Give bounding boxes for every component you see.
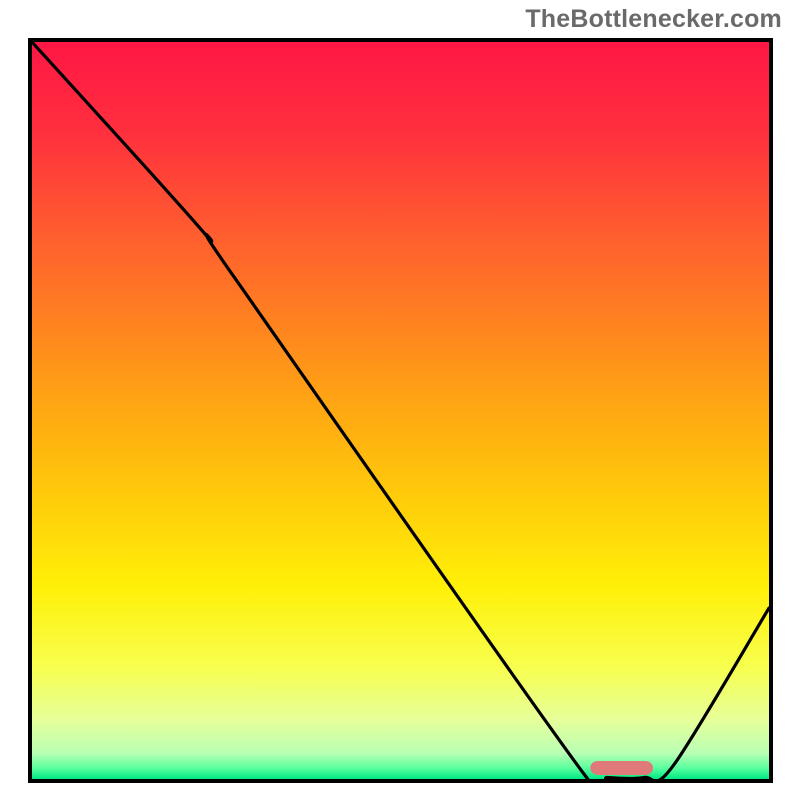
optimal-marker: [590, 761, 653, 775]
plot-area: [28, 38, 773, 783]
watermark-text: TheBottlenecker.com: [525, 5, 782, 34]
chart-svg: [28, 38, 773, 783]
chart-canvas: TheBottlenecker.com: [0, 0, 800, 800]
gradient-background: [32, 42, 769, 779]
